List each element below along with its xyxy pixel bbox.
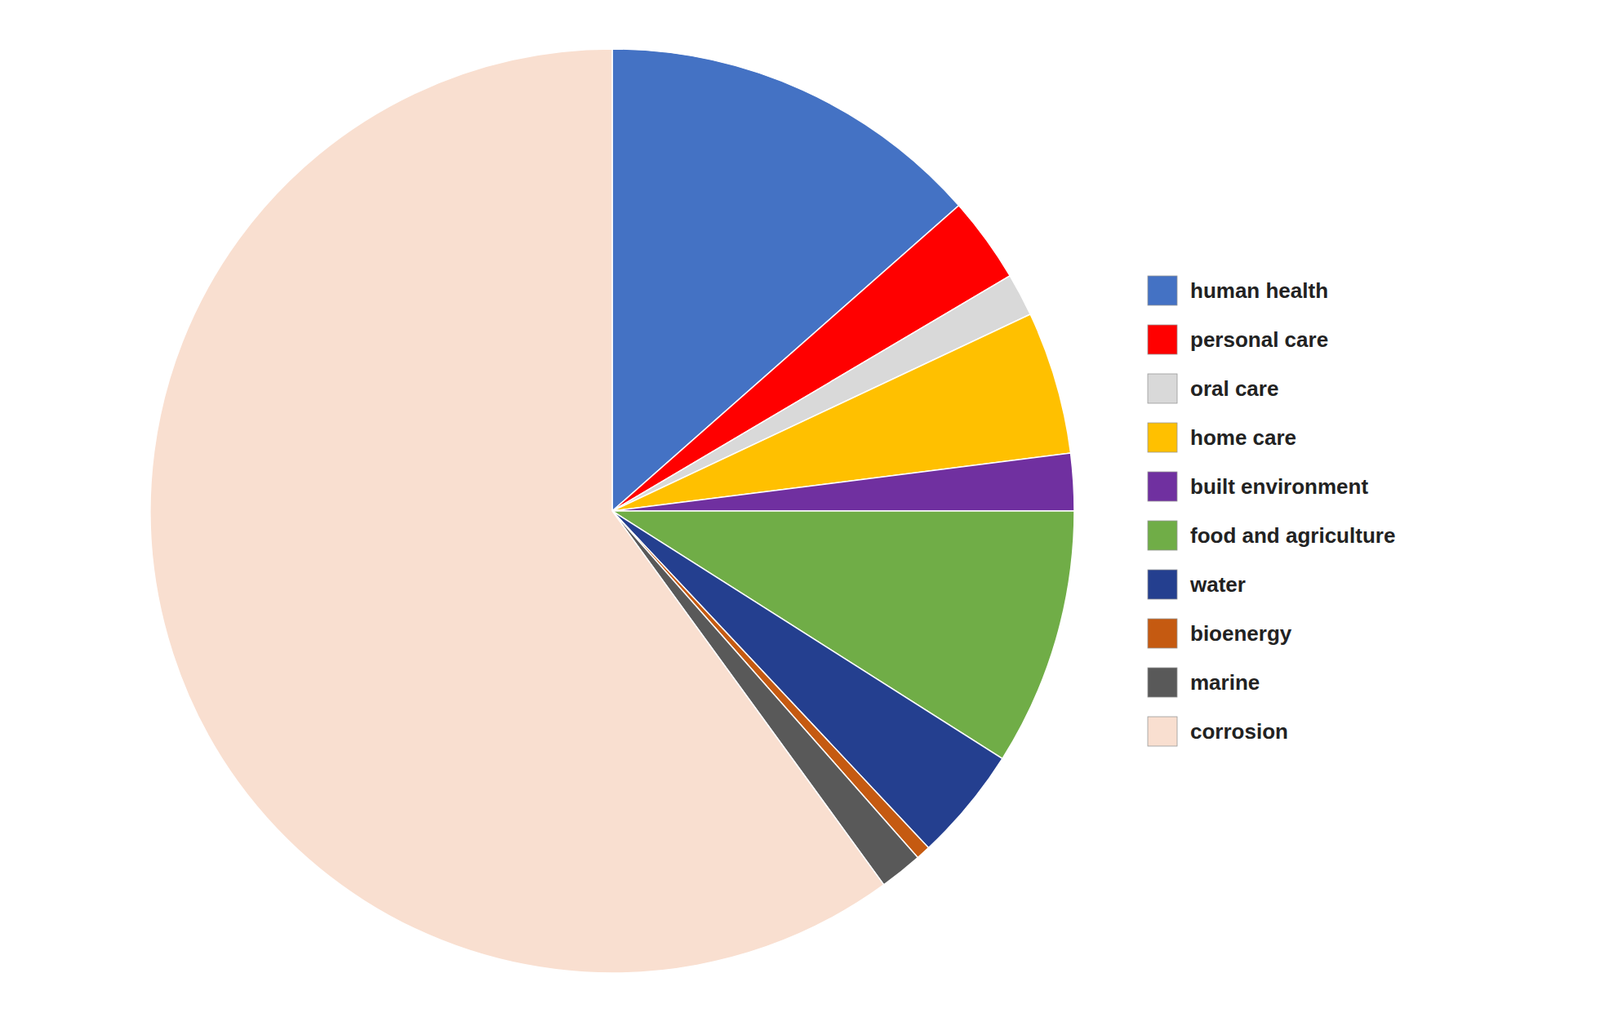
chart: human health personal care oral care home c… bbox=[0, 0, 1600, 1022]
legend-item: corrosion bbox=[1147, 716, 1289, 747]
legend-swatch bbox=[1147, 716, 1178, 747]
pie bbox=[150, 48, 1075, 974]
legend-swatch bbox=[1147, 520, 1178, 551]
legend-item: home care bbox=[1147, 422, 1297, 453]
legend-item: food and agriculture bbox=[1147, 520, 1396, 551]
legend-swatch bbox=[1147, 667, 1178, 698]
legend-label: corrosion bbox=[1190, 719, 1289, 744]
legend-item: personal care bbox=[1147, 324, 1329, 355]
legend-label: personal care bbox=[1190, 327, 1329, 352]
legend-item: water bbox=[1147, 569, 1246, 600]
legend-swatch bbox=[1147, 324, 1178, 355]
legend-label: food and agriculture bbox=[1190, 523, 1396, 548]
pie-slice bbox=[150, 48, 885, 974]
legend-label: water bbox=[1189, 572, 1246, 597]
legend-item: bioenergy bbox=[1147, 618, 1293, 649]
legend-swatch bbox=[1147, 373, 1178, 404]
legend-label: bioenergy bbox=[1190, 621, 1293, 646]
legend-item: human health bbox=[1147, 275, 1329, 306]
legend-swatch bbox=[1147, 618, 1178, 649]
legend-swatch bbox=[1147, 569, 1178, 600]
legend-label: home care bbox=[1190, 425, 1297, 450]
pie-slice bbox=[612, 453, 1075, 512]
legend-swatch bbox=[1147, 471, 1178, 502]
legend-label: built environment bbox=[1190, 474, 1369, 499]
legend-label: marine bbox=[1190, 670, 1260, 695]
legend-label: oral care bbox=[1190, 376, 1279, 401]
legend-swatch bbox=[1147, 275, 1178, 306]
legend-label: human health bbox=[1190, 278, 1329, 303]
legend-item: oral care bbox=[1147, 373, 1279, 404]
legend-item: built environment bbox=[1147, 471, 1369, 502]
legend: human health personal care oral care home c… bbox=[1147, 275, 1396, 747]
legend-item: marine bbox=[1147, 667, 1260, 698]
legend-swatch bbox=[1147, 422, 1178, 453]
